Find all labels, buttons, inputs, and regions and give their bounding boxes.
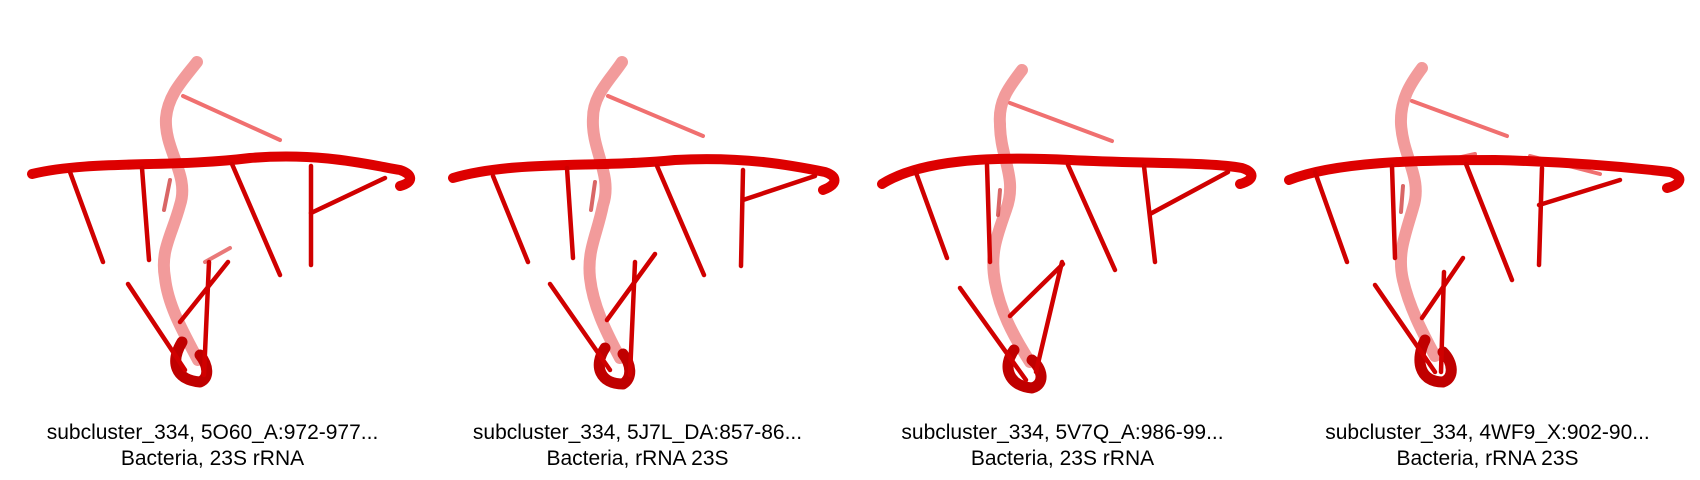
caption-title: subcluster_334, 5O60_A:972-977... [46,421,379,444]
rna-bases [67,161,388,378]
rna-bases [912,162,1231,383]
rna-bases [490,163,818,378]
structure-caption: subcluster_334, 5J7L_DA:857-86... Bacter… [425,420,850,472]
rna-front-backbone [448,154,840,390]
caption-organism: Bacteria, rRNA 23S [546,447,729,470]
structure-panel-1: subcluster_334, 5O60_A:972-977... Bacter… [0,0,425,480]
caption-organism: Bacteria, rRNA 23S [1396,447,1579,470]
rna-structure-image-1 [27,56,416,388]
rna-bases [1312,161,1623,375]
rna-back-strand [157,56,282,366]
caption-title: subcluster_334, 5J7L_DA:857-86... [472,421,803,444]
caption-organism: Bacteria, 23S rRNA [970,447,1155,470]
caption-title: subcluster_334, 5V7Q_A:986-99... [901,421,1224,444]
structure-caption: subcluster_334, 4WF9_X:902-90... Bacteri… [1275,420,1700,472]
caption-title: subcluster_334, 4WF9_X:902-90... [1325,421,1650,444]
rna-structure-image-2 [448,56,840,390]
rna-structure-image-3 [877,64,1257,394]
rna-front-backbone [877,153,1257,394]
caption-organism: Bacteria, 23S rRNA [120,447,305,470]
rna-back-strand [1394,62,1602,362]
rna-back-strand [987,64,1114,368]
rna-front-backbone [1284,155,1685,388]
structure-panel-3: subcluster_334, 5V7Q_A:986-99... Bacteri… [850,0,1275,480]
structure-caption: subcluster_334, 5O60_A:972-977... Bacter… [0,420,425,472]
structure-panel-2: subcluster_334, 5J7L_DA:857-86... Bacter… [425,0,850,480]
structure-panel-4: subcluster_334, 4WF9_X:902-90... Bacteri… [1275,0,1700,480]
structure-caption: subcluster_334, 5V7Q_A:986-99... Bacteri… [850,420,1275,472]
rna-back-strand [583,56,705,364]
rna-structure-image-4 [1284,62,1685,388]
